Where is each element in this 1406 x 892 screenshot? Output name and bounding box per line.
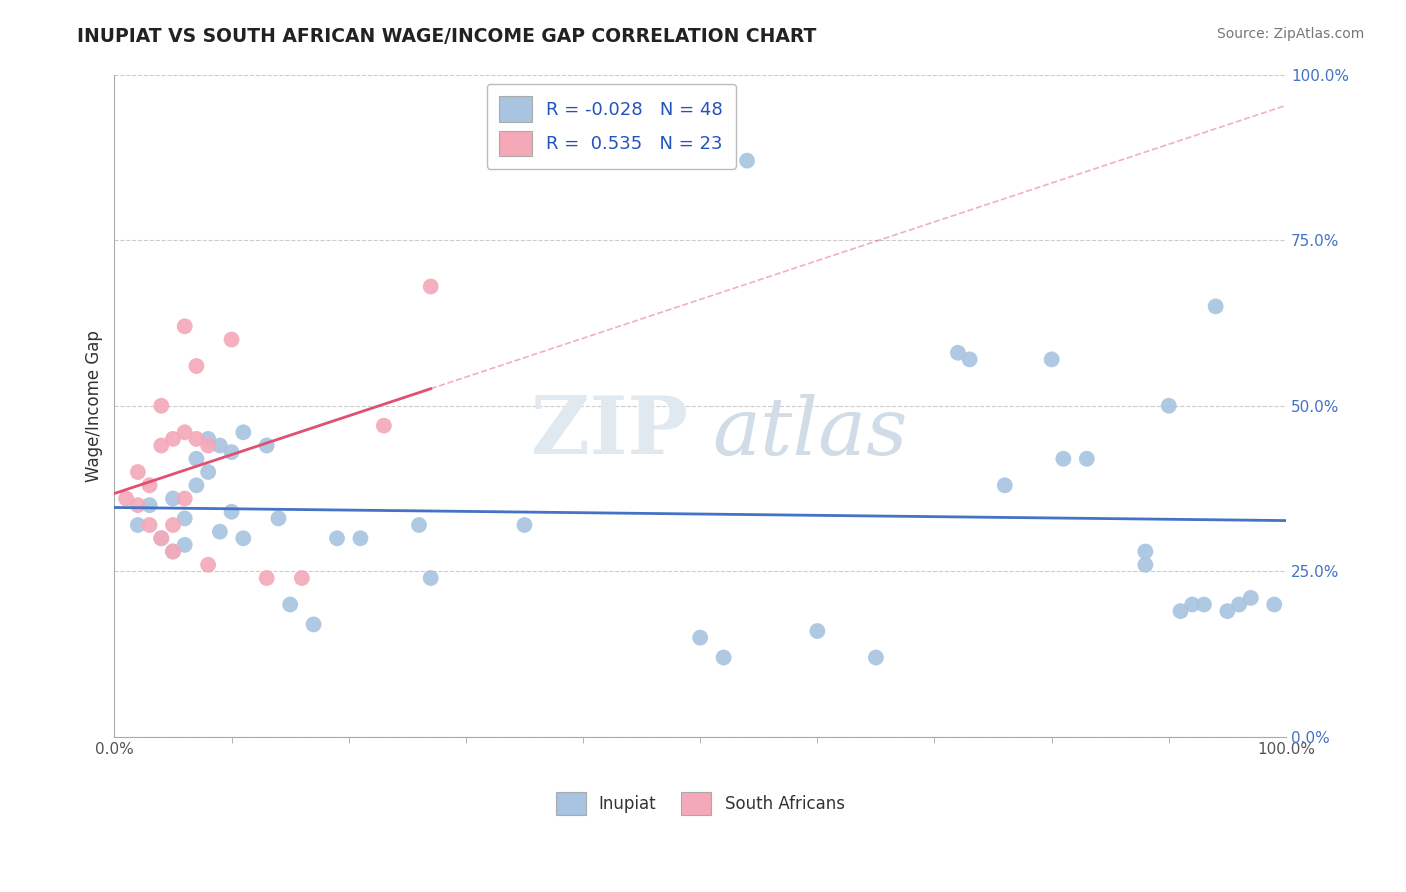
Point (221, 505, 243, 519)
Point (173, 425, 195, 440)
Point (959, 352, 981, 367)
Text: Source: ZipAtlas.com: Source: ZipAtlas.com (1216, 27, 1364, 41)
Y-axis label: Wage/Income Gap: Wage/Income Gap (86, 330, 103, 482)
Point (1227, 598, 1250, 612)
Point (326, 531, 349, 545)
Point (208, 524, 231, 539)
Point (186, 451, 208, 466)
Point (1135, 544, 1157, 558)
Point (513, 518, 536, 533)
Point (186, 359, 208, 373)
Point (162, 432, 184, 446)
Point (302, 617, 325, 632)
Point (419, 279, 441, 293)
Point (1135, 558, 1157, 572)
Point (689, 631, 711, 645)
Point (173, 491, 195, 506)
Point (1052, 451, 1074, 466)
Point (197, 432, 219, 446)
Point (197, 465, 219, 479)
Point (197, 558, 219, 572)
Point (1240, 591, 1263, 605)
Point (232, 425, 254, 440)
Text: INUPIAT VS SOUTH AFRICAN WAGE/INCOME GAP CORRELATION CHART: INUPIAT VS SOUTH AFRICAN WAGE/INCOME GAP… (77, 27, 817, 45)
Point (1192, 598, 1215, 612)
Point (1263, 598, 1285, 612)
Point (186, 432, 208, 446)
Point (115, 491, 138, 506)
Point (735, 153, 758, 168)
Point (373, 418, 395, 433)
Point (186, 478, 208, 492)
Text: atlas: atlas (711, 393, 907, 471)
Point (806, 624, 828, 638)
Point (138, 518, 160, 533)
Point (221, 445, 243, 459)
Point (1157, 399, 1180, 413)
Point (138, 478, 160, 492)
Point (162, 518, 184, 533)
Point (173, 511, 195, 525)
Point (408, 518, 430, 533)
Point (1181, 598, 1204, 612)
Point (162, 544, 184, 558)
Point (162, 544, 184, 558)
Point (278, 598, 301, 612)
Point (127, 465, 149, 479)
Point (267, 511, 290, 525)
Point (173, 538, 195, 552)
Point (419, 571, 441, 585)
Point (994, 478, 1017, 492)
Point (1205, 299, 1227, 313)
Point (865, 650, 887, 665)
Point (127, 518, 149, 533)
Point (150, 399, 173, 413)
Point (221, 333, 243, 347)
Point (150, 438, 173, 452)
Text: ZIP: ZIP (531, 393, 689, 471)
Point (150, 531, 173, 545)
Point (197, 438, 219, 452)
Point (291, 571, 314, 585)
Point (162, 491, 184, 506)
Point (256, 438, 278, 452)
Point (1040, 352, 1063, 367)
Point (127, 498, 149, 512)
Point (946, 345, 969, 359)
Point (349, 531, 371, 545)
Point (173, 319, 195, 334)
Point (138, 498, 160, 512)
Point (150, 531, 173, 545)
Point (256, 571, 278, 585)
Point (232, 531, 254, 545)
Point (1170, 604, 1192, 618)
Point (1216, 604, 1239, 618)
Legend: Inupiat, South Africans: Inupiat, South Africans (548, 785, 852, 822)
Point (208, 438, 231, 452)
Point (713, 650, 735, 665)
Point (1076, 451, 1098, 466)
